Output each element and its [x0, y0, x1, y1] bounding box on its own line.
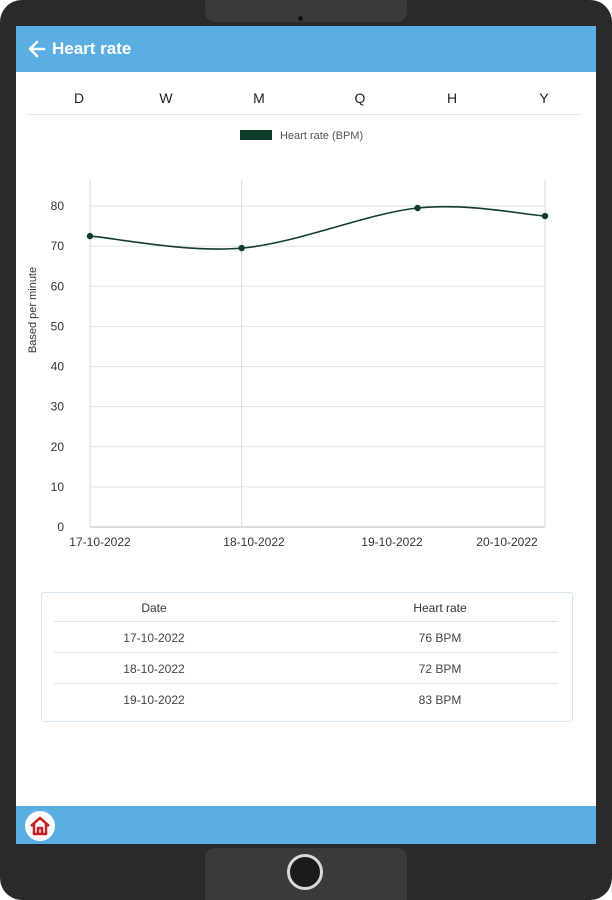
app-header: Heart rate — [16, 26, 596, 72]
table-cell-heart-rate: 76 BPM — [418, 631, 462, 645]
table-header-date: Date — [141, 601, 167, 615]
camera-icon — [298, 8, 312, 39]
data-point — [86, 232, 94, 240]
home-icon — [30, 816, 50, 836]
data-point — [541, 212, 549, 220]
series-points — [86, 204, 549, 252]
bottom-bar — [16, 806, 596, 844]
y-tick-label: 20 — [51, 440, 65, 454]
y-tick-label: 70 — [51, 239, 65, 253]
series-line-heart-rate — [89, 205, 546, 250]
y-axis-label: Based per minute — [27, 267, 39, 353]
home-button[interactable] — [25, 811, 55, 841]
y-tick-label: 50 — [51, 319, 65, 333]
tab-period-m[interactable]: M — [253, 90, 265, 106]
table-cell-heart-rate: 72 BPM — [418, 662, 462, 676]
table-row: 19-10-2022 83 BPM — [54, 683, 558, 714]
chart-legend: Heart rate (BPM) — [240, 130, 363, 142]
y-tick-label: 80 — [51, 199, 65, 213]
table-row: 18-10-2022 72 BPM — [54, 652, 558, 683]
tab-period-d[interactable]: D — [73, 90, 85, 106]
tab-period-y[interactable]: Y — [539, 90, 549, 106]
y-tick-label: 40 — [51, 360, 65, 374]
y-tick-label: 10 — [51, 480, 65, 494]
heart-rate-chart: Heart rate (BPM) Based per minute 0 10 20 3… — [27, 130, 549, 549]
tab-period-q[interactable]: Q — [354, 90, 366, 106]
x-tick-label: 19-10-2022 — [361, 535, 423, 549]
table-header-heart-rate: Heart rate — [413, 601, 467, 615]
app-screen: Heart rate D W M Q H Y Heart rate (BPM) … — [16, 26, 596, 844]
page-title: Heart rate — [52, 39, 132, 58]
table-cell-date: 17-10-2022 — [123, 631, 185, 645]
table-cell-date: 18-10-2022 — [123, 662, 185, 676]
data-point — [238, 244, 245, 252]
heart-rate-table: Date Heart rate 17-10-2022 76 BPM 18-10-… — [41, 592, 573, 722]
legend-label: Heart rate (BPM) — [280, 130, 363, 142]
table-cell-heart-rate: 83 BPM — [418, 693, 462, 707]
y-axis-ticks: 0 10 20 30 40 50 60 70 80 — [51, 199, 65, 534]
y-tick-label: 60 — [51, 279, 65, 293]
tablet-top-bezel — [205, 0, 407, 22]
y-tick-label: 0 — [57, 520, 64, 534]
table-row: 17-10-2022 76 BPM — [54, 621, 558, 652]
x-tick-label: 20-10-2022 — [476, 535, 538, 549]
data-point — [414, 204, 421, 212]
legend-swatch — [240, 130, 272, 140]
x-tick-label: 17-10-2022 — [69, 535, 131, 549]
tab-period-w[interactable]: W — [159, 90, 173, 106]
y-tick-label: 30 — [51, 400, 65, 414]
hardware-home-button[interactable] — [287, 854, 323, 890]
x-tick-label: 18-10-2022 — [223, 535, 285, 549]
table-cell-date: 19-10-2022 — [123, 693, 185, 707]
period-tabs: D W M Q H Y — [26, 82, 582, 115]
x-axis-ticks: 17-10-2022 18-10-2022 19-10-2022 20-10-2022 — [69, 535, 538, 549]
arrow-left-icon[interactable] — [26, 38, 48, 60]
tab-period-h[interactable]: H — [446, 90, 458, 106]
